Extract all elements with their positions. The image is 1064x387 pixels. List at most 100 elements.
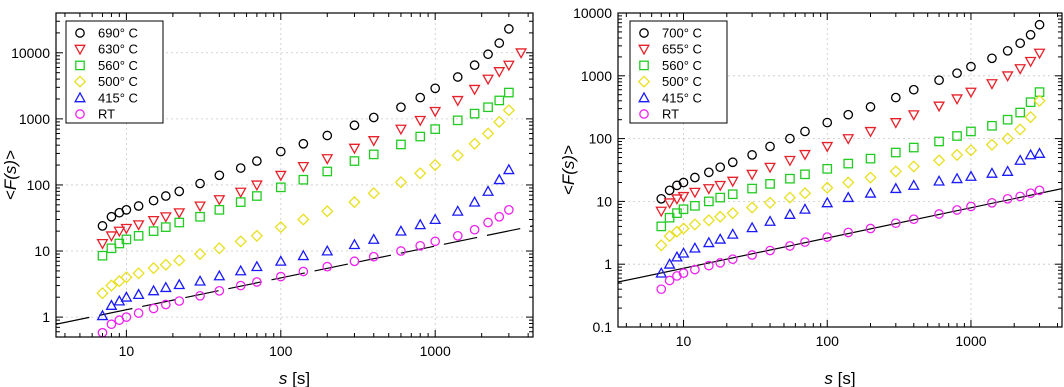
y-tick-label: 1000 [581,68,612,84]
data-point [367,136,380,147]
data-point [349,120,360,131]
data-point [714,180,727,192]
data-point [160,222,171,232]
data-point [451,205,464,216]
data-point [966,61,976,72]
data-point [367,233,380,244]
data-point [688,187,701,199]
data-point [864,171,877,184]
data-point [396,139,406,150]
data-point [368,251,379,262]
data-point [965,87,977,99]
legend-marker [74,91,86,103]
data-point [985,138,999,151]
data-point [113,226,126,238]
legend-marker [75,109,85,119]
data-point [765,245,775,256]
data-point [907,160,920,173]
data-point [672,180,682,191]
data-point [715,258,726,268]
x-tick-label: 100 [816,333,840,349]
data-point [250,180,263,192]
plot-frame [617,12,1063,328]
legend-label: RT [662,107,679,122]
x-tick-label: 10 [676,333,692,349]
data-point [1025,97,1036,108]
data-point [656,221,667,232]
data-point [865,223,876,234]
data-point [688,218,702,231]
data-point [298,266,309,277]
data-point [213,269,226,281]
x-tick-label: 1000 [955,333,986,349]
data-point [235,163,246,173]
data-point [415,92,426,103]
data-point [368,149,379,160]
y-tick-label: 100 [27,177,51,193]
data-point [322,261,333,272]
y-axis-title-open: < [559,185,578,195]
data-point [174,296,185,306]
data-point [235,197,246,207]
data-point [504,87,514,98]
data-point [677,191,690,203]
data-point [889,165,902,178]
y-tick-label: 0.1 [593,319,613,335]
data-point [678,268,689,279]
data-point [703,260,714,271]
data-point [842,176,855,189]
data-point [745,201,759,214]
data-point [702,236,715,248]
plot-frame [55,12,534,338]
legend-label: 560° C [98,58,138,73]
data-point [822,232,833,242]
data-point [494,95,505,106]
data-point [322,166,333,177]
data-point [746,169,759,181]
data-point [664,185,675,196]
data-point [1034,185,1045,196]
data-point [1001,132,1014,145]
data-point [234,187,247,199]
data-point [502,60,515,72]
data-point [678,204,689,215]
data-point [933,174,946,186]
data-point [966,126,976,137]
legend-box [629,20,728,124]
data-point [934,209,944,219]
legend-label: 690° C [98,26,138,41]
series-415-c [96,163,515,321]
y-axis-title-close: > [559,145,578,155]
x-axis-title-unit: [s] [287,369,310,387]
data-point [451,149,464,162]
data-point [174,217,185,228]
data-point [677,222,690,235]
data-point [821,141,834,153]
data-point [96,238,109,250]
data-point [298,138,309,149]
data-point [764,162,776,174]
series-560-c [97,87,514,261]
data-point [798,187,812,200]
data-point [469,60,480,70]
data-point [194,201,206,213]
data-point [274,220,287,234]
data-point [502,104,516,117]
data-point [746,221,759,233]
legend-label: 560° C [662,58,702,73]
legend-label: 415° C [98,90,138,105]
data-point [252,156,262,166]
data-point [966,201,976,212]
data-point [252,277,262,287]
data-point [274,170,287,182]
data-point [726,176,739,188]
data-point [727,157,738,168]
data-point [214,285,225,296]
legend-marker [637,75,651,88]
data-point [987,197,997,208]
data-point [148,226,159,236]
data-point [193,247,207,261]
data-point [842,134,855,145]
data-point [297,249,310,261]
data-point [106,319,117,330]
